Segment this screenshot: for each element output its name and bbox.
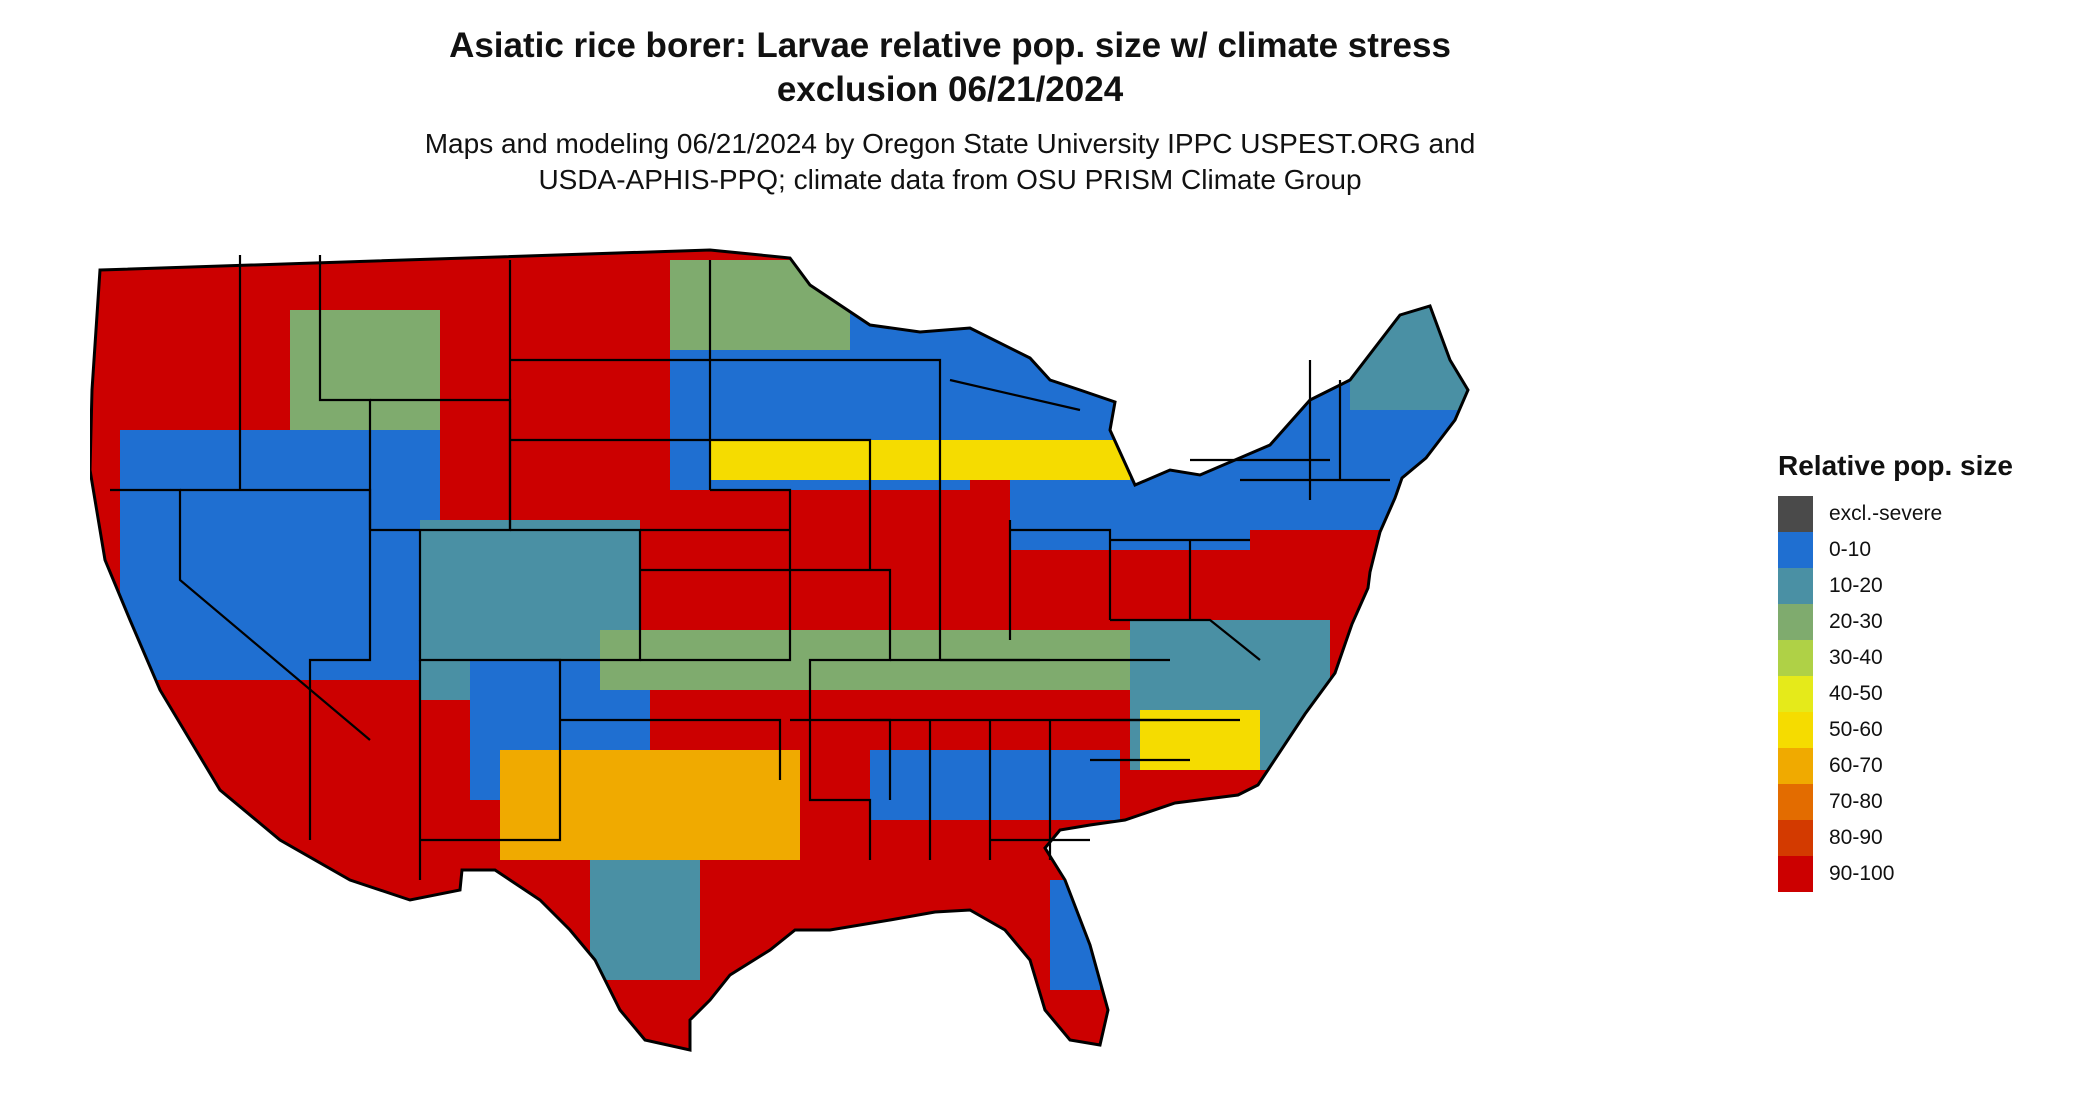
state-line-ms-al-ga: [928, 720, 1090, 860]
map-fill-north-dakota: [670, 260, 860, 350]
legend-item: 90-100: [1778, 856, 2013, 892]
map-fill-florida: [1050, 880, 1100, 990]
map-fill-central-band: [710, 440, 1130, 480]
map-fill-texas-central: [500, 750, 800, 860]
legend-item: 10-20: [1778, 568, 2013, 604]
legend-swatch: [1778, 640, 1813, 676]
legend-item: excl.-severe: [1778, 496, 2013, 532]
legend-label: 90-100: [1829, 862, 1895, 885]
legend-item: 50-60: [1778, 712, 2013, 748]
legend-swatch: [1778, 568, 1813, 604]
legend-swatch: [1778, 676, 1813, 712]
legend-label: 10-20: [1829, 574, 1883, 597]
map-fill-south-band: [870, 750, 1120, 820]
legend-label: 50-60: [1829, 718, 1883, 741]
title-block: Asiatic rice borer: Larvae relative pop.…: [280, 24, 1620, 198]
legend-swatch: [1778, 748, 1813, 784]
legend-label: 20-30: [1829, 610, 1883, 633]
state-line-ok-tx: [540, 658, 782, 842]
legend-label: 70-80: [1829, 790, 1883, 813]
legend-swatch: [1778, 856, 1813, 892]
legend-label: excl.-severe: [1829, 502, 1943, 525]
legend-swatch: [1778, 604, 1813, 640]
legend-items: excl.-severe 0-10 10-20 20-30 30-40 40-50 50-6…: [1778, 496, 2013, 892]
legend-swatch: [1778, 532, 1813, 568]
legend: Relative pop. size excl.-severe 0-10 10-20…: [1778, 450, 2013, 892]
legend-label: 40-50: [1829, 682, 1883, 705]
us-map: [90, 248, 1470, 1052]
map-subtitle: Maps and modeling 06/21/2024 by Oregon S…: [424, 128, 1476, 195]
legend-swatch: [1778, 712, 1813, 748]
legend-label: 0-10: [1829, 538, 1872, 561]
legend-label: 80-90: [1829, 826, 1883, 849]
legend-label: 30-40: [1829, 646, 1883, 669]
legend-swatch: [1778, 784, 1813, 820]
state-line-nm: [418, 660, 540, 880]
state-line-mn-ia-wi: [710, 358, 942, 570]
state-line-dakotas: [508, 260, 712, 530]
legend-item: 0-10: [1778, 532, 2013, 568]
state-line-ny-ne: [1190, 360, 1390, 500]
state-line-mi: [949, 378, 1081, 412]
legend-swatch: [1778, 820, 1813, 856]
state-line-ca-nv: [110, 488, 371, 741]
us-outline: [90, 248, 1470, 1052]
legend-label: 60-70: [1829, 754, 1883, 777]
state-line-ne-ks: [640, 488, 792, 662]
legend-item: 40-50: [1778, 676, 2013, 712]
state-line-mt-id: [318, 255, 372, 530]
legend-title: Relative pop. size: [1778, 450, 2013, 481]
state-line-il-in-oh: [938, 520, 1112, 662]
map-fill-idaho: [290, 310, 440, 430]
map-title: Asiatic rice borer: Larvae relative pop.…: [449, 26, 1451, 109]
legend-item: 60-70: [1778, 748, 2013, 784]
state-line-ut-az: [180, 488, 372, 840]
state-line-va-wv-pa: [1110, 538, 1261, 661]
map-fill-south-texas: [590, 860, 700, 980]
legend-item: 20-30: [1778, 604, 2013, 640]
state-boundaries: [110, 255, 1390, 880]
state-line-carolinas: [1090, 718, 1240, 762]
legend-swatch: [1778, 496, 1813, 532]
legend-item: 30-40: [1778, 640, 2013, 676]
map-fill-great-basin: [120, 430, 440, 680]
legend-item: 70-80: [1778, 784, 2013, 820]
legend-item: 80-90: [1778, 820, 2013, 856]
